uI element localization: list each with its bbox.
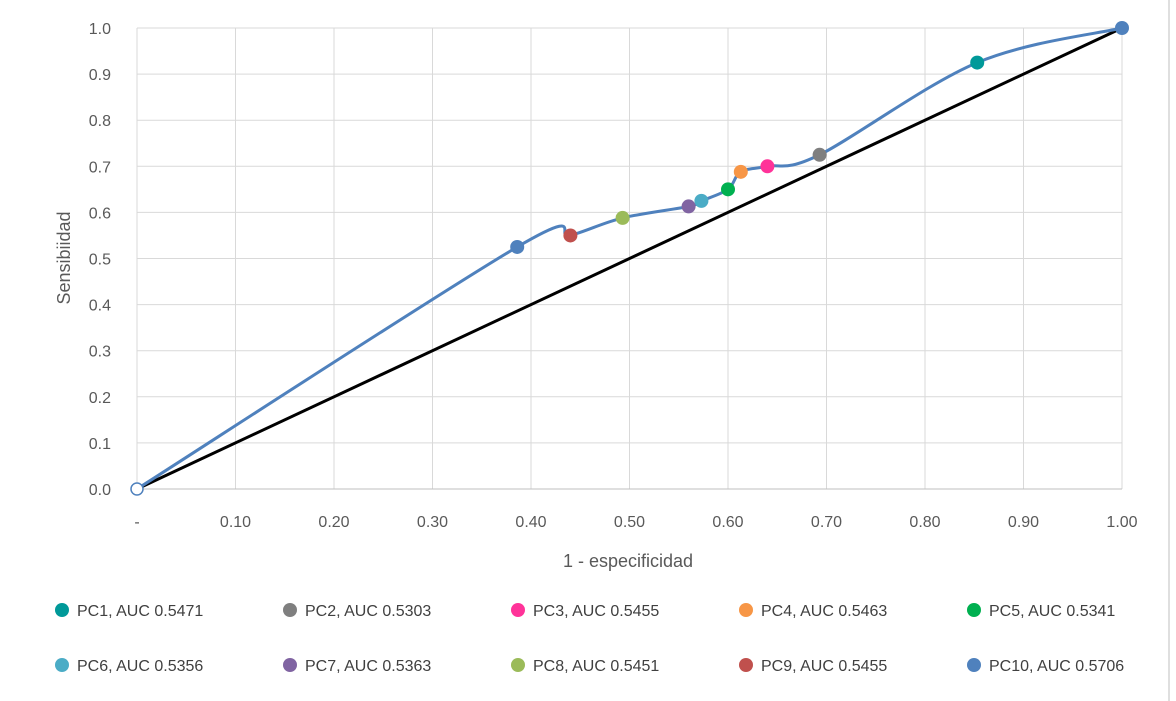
legend-marker-pc1 xyxy=(55,603,69,617)
origin-marker xyxy=(130,482,144,496)
pc3-point xyxy=(760,159,775,174)
y-tick-label: 0.4 xyxy=(89,298,111,315)
legend-marker-pc3 xyxy=(511,603,525,617)
legend-marker-pc10 xyxy=(967,658,981,672)
x-tick-label: - xyxy=(134,514,139,531)
x-tick-label: 0.20 xyxy=(318,514,349,531)
x-tick-label: 0.50 xyxy=(614,514,645,531)
legend-label-pc7: PC7, AUC 0.5363 xyxy=(305,658,431,675)
legend-label-pc3: PC3, AUC 0.5455 xyxy=(533,603,659,620)
legend-label-pc5: PC5, AUC 0.5341 xyxy=(989,603,1115,620)
pc10-point xyxy=(510,239,525,254)
x-tick-labels: - 0.10 0.20 0.30 0.40 0.50 0.60 0.70 0.80 0.90 1.0… xyxy=(134,514,1137,531)
y-tick-label: 0.3 xyxy=(89,344,111,361)
pc2-point xyxy=(812,147,827,162)
pc4-point xyxy=(733,164,748,179)
legend-marker-pc7 xyxy=(283,658,297,672)
y-tick-label: 0.1 xyxy=(89,436,111,453)
x-axis-title: 1 - especificidad xyxy=(563,551,693,571)
legend-marker-pc8 xyxy=(511,658,525,672)
legend-label-pc6: PC6, AUC 0.5356 xyxy=(77,658,203,675)
x-tick-label: 0.30 xyxy=(417,514,448,531)
legend-label-pc8: PC8, AUC 0.5451 xyxy=(533,658,659,675)
pc5-point xyxy=(721,182,735,197)
legend-label-pc1: PC1, AUC 0.5471 xyxy=(77,603,203,620)
legend-label-pc2: PC2, AUC 0.5303 xyxy=(305,603,431,620)
x-tick-label: 1.00 xyxy=(1106,514,1137,531)
axes xyxy=(136,28,1122,490)
y-tick-label: 0.2 xyxy=(89,390,111,407)
x-tick-label: 0.80 xyxy=(909,514,940,531)
y-tick-labels: 0.0 0.1 0.2 0.3 0.4 0.5 0.6 0.7 0.8 0.9 1.0 xyxy=(89,21,111,499)
pc7-point xyxy=(681,199,696,214)
x-tick-label: 0.40 xyxy=(515,514,546,531)
legend-marker-pc5 xyxy=(967,603,981,617)
legend-label-pc4: PC4, AUC 0.5463 xyxy=(761,603,887,620)
pc8-point xyxy=(615,210,630,225)
legend-marker-pc6 xyxy=(55,658,69,672)
endpoint-marker xyxy=(1115,21,1129,35)
y-tick-label: 0.0 xyxy=(89,482,111,499)
legend-marker-pc4 xyxy=(739,603,753,617)
y-tick-label: 0.5 xyxy=(89,252,111,269)
x-tick-label: 0.10 xyxy=(220,514,251,531)
markers xyxy=(130,21,1129,496)
legend-label-pc10: PC10, AUC 0.5706 xyxy=(989,658,1124,675)
y-tick-label: 1.0 xyxy=(89,21,111,38)
x-tick-label: 0.70 xyxy=(811,514,842,531)
pc1-point xyxy=(970,55,985,70)
y-axis-title: Sensibiidad xyxy=(54,211,74,304)
x-tick-label: 0.60 xyxy=(712,514,743,531)
x-tick-label: 0.90 xyxy=(1008,514,1039,531)
y-tick-label: 0.7 xyxy=(89,159,111,176)
pc6-point xyxy=(694,193,709,208)
legend-marker-pc9 xyxy=(739,658,753,672)
legend: PC1, AUC 0.5471 PC2, AUC 0.5303 PC3, AUC 0… xyxy=(55,603,1124,675)
pc9-point xyxy=(563,228,578,243)
legend-marker-pc2 xyxy=(283,603,297,617)
y-tick-label: 0.8 xyxy=(89,113,111,130)
y-tick-label: 0.6 xyxy=(89,205,111,222)
diagonal-reference-line xyxy=(136,26,1123,491)
y-tick-label: 0.9 xyxy=(89,67,111,84)
legend-label-pc9: PC9, AUC 0.5455 xyxy=(761,658,887,675)
